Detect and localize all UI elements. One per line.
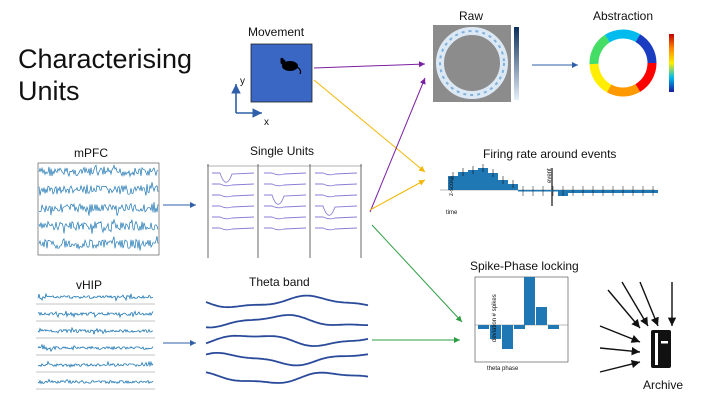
deviation-label: deviation # spikes (492, 294, 498, 342)
archive-arrow (639, 281, 659, 327)
archive-arrow (607, 289, 641, 329)
theta-lines (205, 294, 369, 384)
phase-bar (524, 277, 535, 325)
mpfc-traces (37, 162, 160, 256)
theta-line (205, 334, 369, 347)
axis-x-label: x (264, 117, 269, 128)
mpfc-trace (38, 164, 159, 178)
movement-arena (250, 43, 313, 103)
unit-waveform (212, 183, 255, 187)
vhip-trace (37, 292, 154, 302)
firing-bar (488, 173, 498, 190)
phase-bar (490, 325, 501, 339)
vhip-traces (36, 292, 155, 390)
unit-waveform (315, 194, 358, 198)
archive-arrows (599, 281, 677, 373)
unit-waveform (264, 183, 307, 187)
firing-bar (448, 176, 458, 190)
archive-arrow (599, 359, 641, 373)
unit-waveform (315, 216, 358, 220)
archive-arrow (599, 325, 641, 343)
title-line-1: Characterising (18, 44, 192, 74)
firing-bar (468, 170, 478, 190)
archive-arrow (621, 281, 649, 327)
unit-waveform (212, 172, 255, 183)
raw-heatmap (433, 25, 511, 102)
firing-bar (498, 180, 508, 190)
unit-waveform (264, 205, 307, 209)
archive-file-icon (651, 330, 671, 368)
mouse-icon (280, 57, 302, 75)
spike-phase-label: Spike-Phase locking (470, 259, 579, 273)
zscore-label: z-score (449, 176, 455, 196)
theta-band-label: Theta band (249, 275, 310, 289)
firing-bar (478, 168, 488, 190)
units-to-raw-arrow (369, 77, 426, 213)
vhip-trace (37, 310, 154, 319)
unit-waveform (212, 227, 255, 231)
single-units-label: Single Units (250, 144, 314, 158)
unit-waveform (315, 205, 358, 216)
unit-waveform (264, 227, 307, 231)
unit-waveform (264, 194, 307, 205)
mpfc-trace (38, 218, 159, 234)
abstraction-colorbar (669, 34, 674, 92)
phase-bar (536, 307, 547, 325)
units-to-phase-arrow (371, 224, 463, 323)
movement-to-raw-arrow (313, 61, 426, 69)
axis-y-label: y (240, 76, 245, 87)
vhip-label: vHIP (76, 278, 102, 292)
mpfc-label: mPFC (74, 146, 108, 160)
unit-waveform (212, 216, 255, 220)
theta-line (205, 314, 368, 329)
archive-label: Archive (643, 378, 683, 392)
raw-colorbar (514, 27, 519, 100)
title-line-2: Units (18, 76, 80, 106)
spike-phase-panel (474, 276, 569, 363)
unit-waveform (264, 172, 307, 176)
unit-waveform (212, 205, 255, 209)
firing-rate-label: Firing rate around events (483, 147, 616, 161)
mpfc-trace (38, 236, 159, 251)
raw-label: Raw (459, 9, 483, 23)
theta-line (205, 294, 369, 309)
time-label: time (446, 210, 458, 216)
unit-waveform (264, 216, 307, 220)
phase-bar (502, 325, 513, 349)
movement-to-firing-arrow (313, 79, 426, 173)
vhip-trace (37, 378, 154, 385)
abstraction-ring (589, 29, 657, 97)
single-units-panel (207, 164, 362, 258)
firing-bar (458, 172, 468, 190)
firing-rate-panel (440, 164, 658, 206)
theta-phase-label: theta phase (487, 366, 519, 372)
units-to-firing-arrow (369, 179, 426, 211)
vhip-trace (37, 360, 154, 369)
unit-waveform (315, 227, 358, 231)
movement-label: Movement (248, 25, 305, 39)
abstraction-label: Abstraction (593, 9, 653, 23)
theta-line (205, 371, 369, 384)
event-label: event (547, 168, 553, 183)
theta-line (205, 352, 369, 367)
movement-axes: y x (231, 76, 269, 128)
mpfc-trace (38, 182, 159, 196)
unit-waveform (315, 183, 358, 187)
unit-waveform (315, 172, 358, 176)
archive-arrow (599, 346, 641, 356)
vhip-trace (37, 326, 153, 335)
phase-bar (514, 325, 525, 329)
phase-bar (548, 325, 559, 329)
unit-waveform (212, 194, 255, 198)
phase-bar (478, 325, 489, 329)
vhip-trace (37, 343, 154, 353)
mpfc-trace (38, 201, 159, 216)
